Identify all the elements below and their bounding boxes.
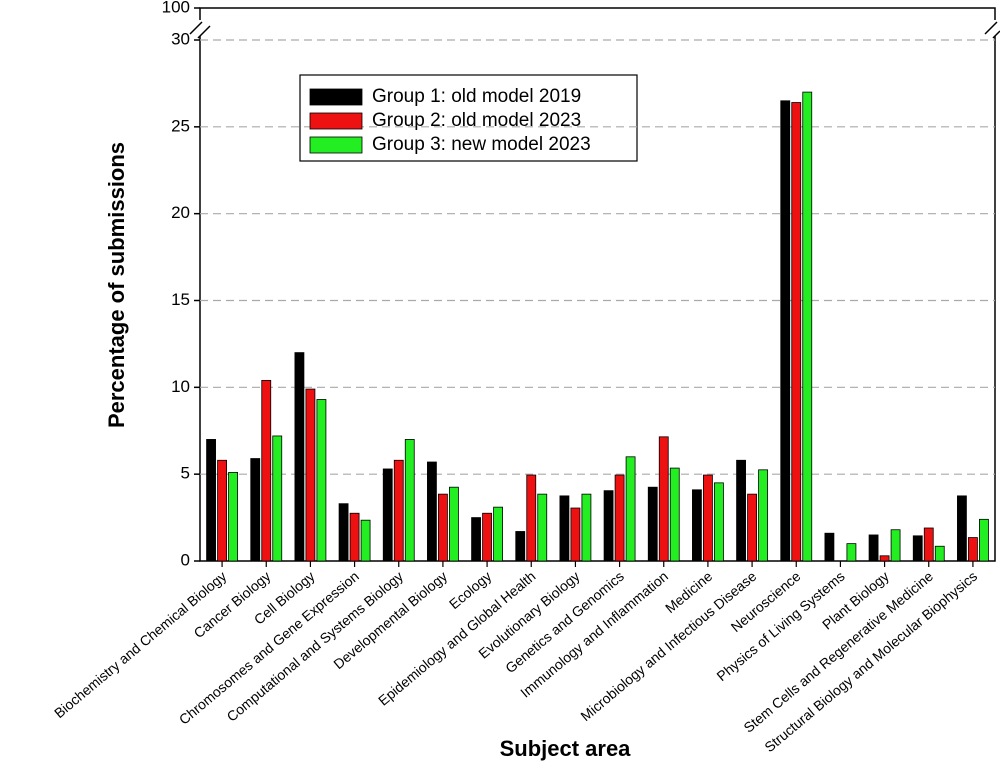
bar (669, 467, 680, 562)
y-tick-label: 20 (171, 203, 190, 222)
legend-swatch (309, 88, 363, 106)
bar (515, 531, 526, 562)
bar (228, 472, 238, 562)
bar (559, 495, 570, 562)
bar (747, 493, 757, 562)
bar (714, 482, 724, 562)
bar (393, 459, 404, 562)
y-tick-label: 0 (181, 550, 190, 569)
bar (957, 495, 967, 562)
bar (736, 459, 746, 562)
x-axis-title: Subject area (500, 736, 632, 761)
bar (614, 474, 625, 562)
axis-break (189, 20, 1000, 39)
plot-frame (199, 7, 996, 562)
bar (968, 537, 978, 562)
bar (703, 474, 713, 562)
bar (603, 490, 614, 562)
bar (493, 506, 503, 562)
bar (217, 459, 227, 562)
bar (305, 388, 316, 562)
bar (658, 436, 669, 562)
bar (824, 532, 835, 562)
bar (791, 102, 802, 562)
bar (250, 458, 261, 562)
bar (625, 456, 636, 562)
legend-label: Group 1: old model 2019 (372, 86, 581, 107)
y-tick-label: 15 (171, 290, 190, 309)
bar (338, 503, 349, 562)
bar (979, 518, 989, 562)
y-tick-label: 100 (162, 0, 190, 16)
bar (482, 512, 492, 562)
bar (349, 512, 360, 562)
bar (879, 555, 890, 562)
y-tick-label: 25 (171, 116, 190, 135)
bar (449, 486, 459, 562)
bar (360, 519, 371, 562)
bar (438, 493, 448, 562)
y-tick-label: 5 (181, 464, 190, 483)
bar (934, 545, 945, 562)
bar (868, 534, 879, 562)
x-tick-label: Cancer Biology (191, 568, 274, 641)
legend-swatch (309, 136, 363, 154)
bar (537, 493, 548, 562)
bar (802, 91, 813, 562)
y-axis-title: Percentage of submissions (104, 142, 129, 428)
bar (294, 352, 305, 562)
bar (272, 435, 283, 562)
bar (890, 529, 901, 562)
bar (647, 486, 658, 562)
bar (846, 543, 857, 562)
bar (316, 399, 327, 562)
bar (206, 439, 216, 562)
bar (692, 489, 702, 562)
x-tick-label: Epidemiology and Global Health (375, 568, 539, 709)
bar (912, 535, 923, 562)
legend-label: Group 3: new model 2023 (372, 134, 591, 155)
y-tick-label: 10 (171, 377, 190, 396)
bar (404, 439, 415, 562)
bar (427, 461, 437, 562)
bar (923, 527, 934, 562)
bar (471, 517, 481, 562)
bar (526, 474, 537, 562)
y-tick-label: 30 (171, 29, 190, 48)
bar (570, 507, 581, 562)
bar (261, 379, 272, 562)
bar (780, 100, 791, 562)
bar (758, 469, 768, 562)
bar (581, 493, 592, 562)
bar (382, 468, 393, 562)
legend-label: Group 2: old model 2023 (372, 110, 581, 131)
legend-swatch (309, 112, 363, 130)
